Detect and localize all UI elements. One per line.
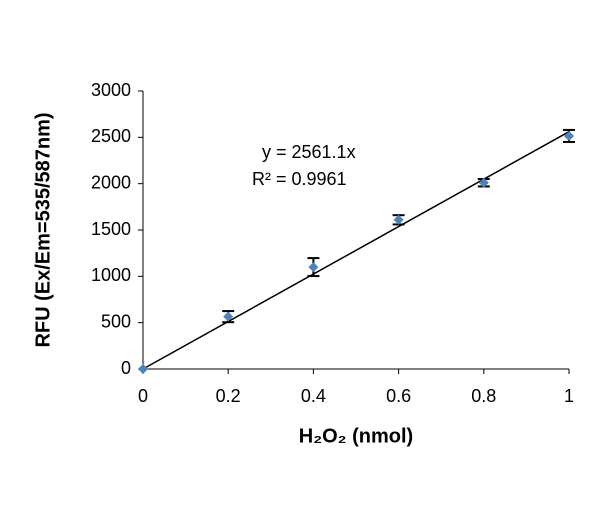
x-tick-label: 1 [564,386,574,406]
x-tick-label: 0.2 [216,386,241,406]
x-tick-label: 0.8 [471,386,496,406]
y-tick-label: 1500 [91,219,131,239]
data-point [308,262,319,273]
x-axis-title: H₂O₂ (nmol) [299,425,413,447]
trendline-equation: y = 2561.1x [262,142,356,162]
y-tick-label: 0 [121,358,131,378]
x-tick-label: 0.6 [386,386,411,406]
y-tick-label: 2500 [91,126,131,146]
x-tick-label: 0.4 [301,386,326,406]
y-axis-title: RFU (Ex/Em=535/587nm) [32,112,54,347]
data-point [478,177,489,188]
data-point [138,364,148,374]
data-point [393,214,404,225]
y-tick-label: 3000 [91,80,131,100]
trendline [142,131,570,370]
trendline-r-squared: R² = 0.9961 [252,169,347,189]
y-tick-label: 1000 [91,265,131,285]
data-point [223,311,234,322]
y-tick-label: 2000 [91,172,131,192]
data-point [564,130,574,141]
x-tick-label: 0 [138,386,148,406]
y-tick-label: 500 [101,311,131,331]
